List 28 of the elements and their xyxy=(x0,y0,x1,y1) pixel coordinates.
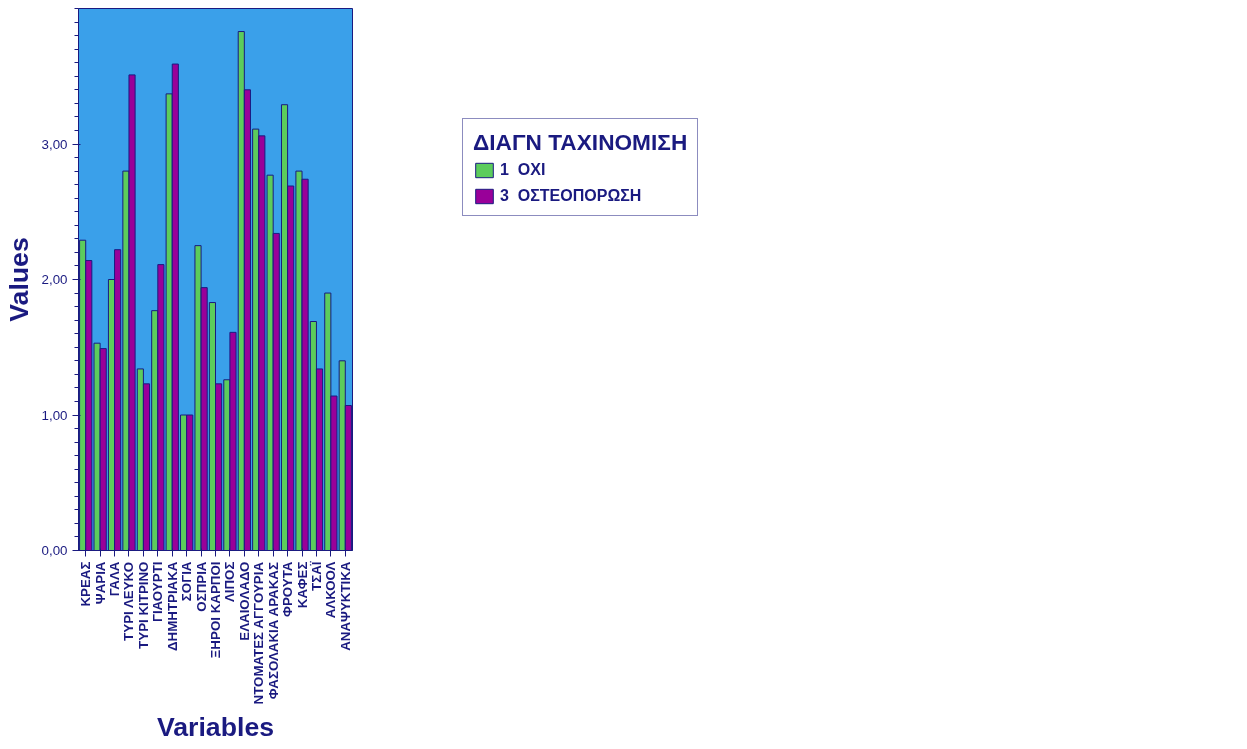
x-tick-label: ΝΤΟΜΑΤΕΣ ΑΓΓΟΥΡΙΑ xyxy=(251,561,267,705)
x-tick-label: ΕΛΑΙΟΛΑΔΟ xyxy=(236,561,252,641)
x-tick-label: ΚΡΕΑΣ xyxy=(78,561,94,607)
y-tick-label: 3,00 xyxy=(41,136,68,152)
x-tick-label: ΞΗΡΟΙ ΚΑΡΠΟΙ xyxy=(208,561,223,659)
x-tick-label: ΦΑΣΟΛΑΚΙΑ ΑΡΑΚΑΣ xyxy=(265,561,281,700)
y-tick-label: 1,00 xyxy=(41,407,68,423)
x-tick-label: ΣΟΓΙΑ xyxy=(179,561,195,602)
x-tick-label: ΓΑΛΑ xyxy=(107,561,123,597)
x-tick-label: ΔΗΜΗΤΡΙΑΚΑ xyxy=(164,561,180,652)
legend-label: 3 ΟΣΤΕΟΠΟΡΩΣΗ xyxy=(500,187,642,205)
x-axis-title: Variables xyxy=(156,712,275,743)
x-tick-label: ΚΑΦΕΣ xyxy=(294,561,310,609)
x-tick-label: ΑΛΚΟΟΛ xyxy=(323,561,339,619)
y-tick-label: 2,00 xyxy=(41,272,68,287)
x-tick-label: ΤΥΡΙ ΛΕΥΚΟ xyxy=(121,561,137,641)
x-tick-label: ΟΣΠΡΙΑ xyxy=(193,561,209,612)
x-tick-label: ΛΙΠΟΣ xyxy=(222,561,238,603)
x-tick-label: ΤΣΑΪ xyxy=(308,561,324,591)
x-tick-label: ΨΑΡΙΑ xyxy=(92,561,108,605)
legend-title: ΔΙΑΓΝ ΤΑΧΙΝΟΜΙΣΗ xyxy=(473,129,688,156)
legend-label: 1 ΟΧΙ xyxy=(500,161,546,179)
y-tick-label: 0,00 xyxy=(41,543,68,558)
x-tick-label: ΑΝΑΨΥΚΤΙΚΑ xyxy=(337,561,353,651)
x-tick-label: ΓΙΑΟΥΡΤΙ xyxy=(150,561,166,623)
x-tick-label: ΤΥΡΙ ΚΙΤΡΙΝΟ xyxy=(135,561,151,649)
y-axis-title: Values xyxy=(3,237,34,322)
x-tick-label: ΦΡΟΥΤΑ xyxy=(280,561,296,617)
